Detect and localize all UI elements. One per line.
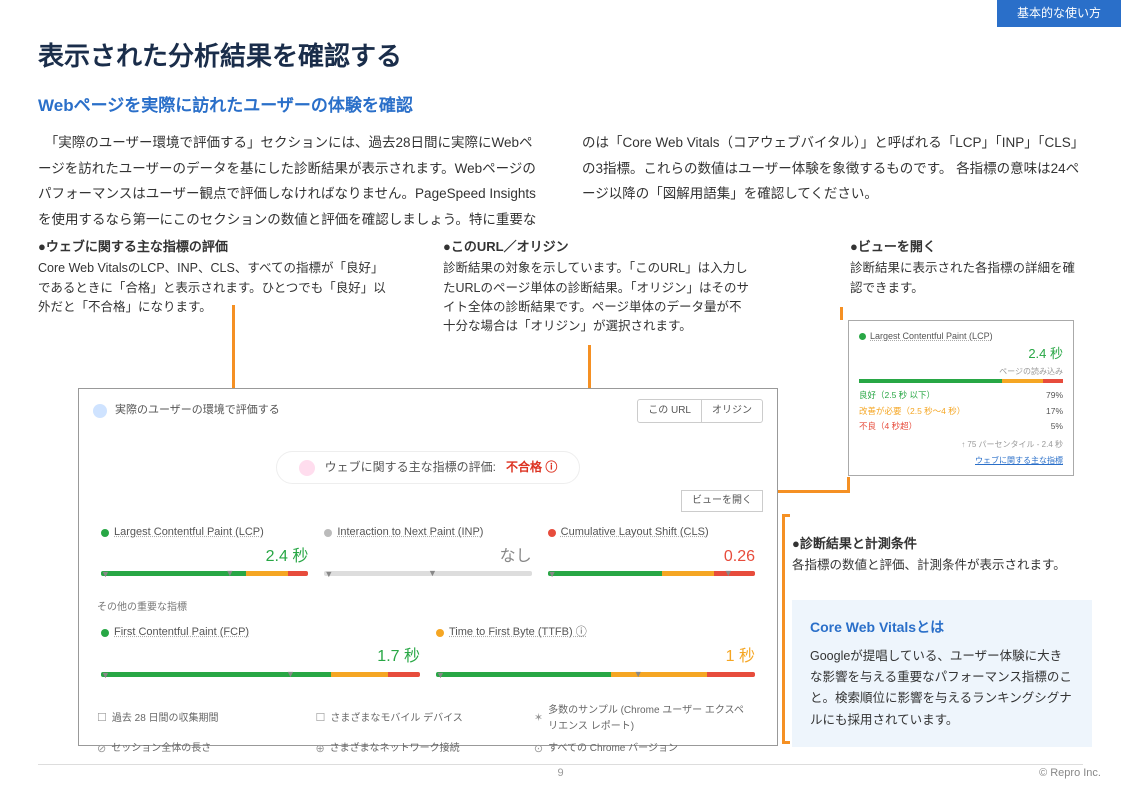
connector-line — [840, 307, 843, 320]
panel-icon — [93, 404, 107, 418]
mini-percentile: ↑ 75 パーセンタイル - 2.4 秒 — [859, 439, 1063, 452]
view-open-button[interactable]: ビューを開く — [681, 490, 763, 512]
annotation-results: 診断結果と計測条件 各指標の数値と評価、計測条件が表示されます。 — [792, 534, 1092, 576]
body-text: 「実際のユーザー環境で評価する」セクションには、過去28日間に実際にWebページ… — [38, 130, 1088, 233]
condition-item: ⊘セッション全体の長さ — [97, 741, 315, 759]
evaluation-row: ウェブに関する主な指標の評価: 不合格 ⓘ — [79, 433, 777, 490]
page-title: 表示された分析結果を確認する — [38, 36, 402, 78]
annotation-heading: ウェブに関する主な指標の評価 — [38, 237, 388, 257]
metric-detail-panel: Largest Contentful Paint (LCP) 2.4 秒 ページ… — [848, 320, 1074, 476]
mini-link[interactable]: ウェブに関する主な指標 — [859, 455, 1063, 468]
mini-distribution-bar — [859, 379, 1063, 383]
other-metrics-row: First Contentful Paint (FCP)1.7 秒▼Time t… — [79, 616, 777, 692]
annotation-text: Core Web VitalsのLCP、INP、CLS、すべての指標が「良好」で… — [38, 259, 388, 317]
annotation-evaluation: ウェブに関する主な指標の評価 Core Web VitalsのLCP、INP、C… — [38, 237, 388, 317]
core-metrics-row: Largest Contentful Paint (LCP)2.4 秒▼Inte… — [79, 516, 777, 592]
core-web-vitals-callout: Core Web Vitalsとは Googleが提唱している、ユーザー体験に大… — [792, 600, 1092, 747]
metric-card: Time to First Byte (TTFB) ⓘ1 秒▼ — [428, 620, 763, 688]
condition-item: ☐過去 28 日間の収集期間 — [97, 703, 315, 735]
connector-line — [782, 514, 790, 517]
connector-line — [847, 477, 850, 493]
mini-metric-name: Largest Contentful Paint (LCP) — [859, 329, 1063, 343]
assessment-panel: 実際のユーザーの環境で評価する この URL オリジン ウェブに関する主な指標の… — [78, 388, 778, 746]
copyright: © Repro Inc. — [1039, 765, 1101, 783]
mini-metric-sub: ページの読み込み — [859, 366, 1063, 379]
panel-header: 実際のユーザーの環境で評価する この URL オリジン — [79, 389, 777, 433]
distribution-row: 改善が必要（2.5 秒～4 秒）17% — [859, 404, 1063, 420]
panel-header-text: 実際のユーザーの環境で評価する — [115, 402, 280, 420]
condition-item: ☐さまざまなモバイル デバイス — [315, 703, 533, 735]
distribution-row: 良好（2.5 秒 以下）79% — [859, 388, 1063, 404]
condition-item: ✶多数のサンプル (Chrome ユーザー エクスペリエンス レポート) — [534, 703, 752, 735]
distribution-row: 不良（4 秒超）5% — [859, 419, 1063, 435]
evaluation-label: ウェブに関する主な指標の評価: — [325, 458, 496, 477]
connector-line — [782, 514, 785, 744]
evaluation-pill: ウェブに関する主な指標の評価: 不合格 ⓘ — [276, 451, 581, 484]
url-origin-segment[interactable]: この URL オリジン — [637, 399, 763, 423]
other-metrics-label: その他の重要な指標 — [79, 592, 777, 616]
metric-card: Cumulative Layout Shift (CLS)0.26▼ — [540, 520, 763, 588]
mini-distribution-rows: 良好（2.5 秒 以下）79%改善が必要（2.5 秒～4 秒）17%不良（4 秒… — [859, 388, 1063, 435]
page-tag: 基本的な使い方 — [997, 0, 1121, 27]
callout-heading: Core Web Vitalsとは — [810, 616, 1074, 640]
annotation-text: 診断結果の対象を示しています。「このURL」は入力したURLのページ単体の診断結… — [443, 259, 753, 337]
annotation-url-origin: このURL／オリジン 診断結果の対象を示しています。「このURL」は入力したUR… — [443, 237, 753, 337]
annotation-text: 各指標の数値と評価、計測条件が表示されます。 — [792, 556, 1092, 575]
mini-metric-value: 2.4 秒 — [859, 343, 1063, 366]
annotation-heading: 診断結果と計測条件 — [792, 534, 1092, 554]
annotation-heading: このURL／オリジン — [443, 237, 753, 257]
connector-line — [782, 741, 790, 744]
annotation-view-open: ビューを開く 診断結果に表示された各指標の詳細を確認できます。 — [850, 237, 1080, 298]
segment-origin[interactable]: オリジン — [702, 400, 762, 422]
metric-card: First Contentful Paint (FCP)1.7 秒▼ — [93, 620, 428, 688]
condition-item: ⊕さまざまなネットワーク接続 — [315, 741, 533, 759]
segment-this-url[interactable]: この URL — [638, 400, 702, 422]
annotation-text: 診断結果に表示された各指標の詳細を確認できます。 — [850, 259, 1080, 298]
annotation-heading: ビューを開く — [850, 237, 1080, 257]
page-number: 9 — [0, 765, 1121, 783]
callout-text: Googleが提唱している、ユーザー体験に大きな影響を与える重要なパフォーマンス… — [810, 646, 1074, 731]
evaluation-result: 不合格 ⓘ — [506, 458, 557, 477]
condition-item: ⊙すべての Chrome バージョン — [534, 741, 752, 759]
measurement-conditions: ☐過去 28 日間の収集期間☐さまざまなモバイル デバイス✶多数のサンプル (C… — [79, 693, 777, 769]
fail-icon — [299, 460, 315, 476]
page-subtitle: Webページを実際に訪れたユーザーの体験を確認 — [38, 92, 413, 119]
metric-card: Interaction to Next Paint (INP)なし▼ — [316, 520, 539, 588]
metric-card: Largest Contentful Paint (LCP)2.4 秒▼ — [93, 520, 316, 588]
